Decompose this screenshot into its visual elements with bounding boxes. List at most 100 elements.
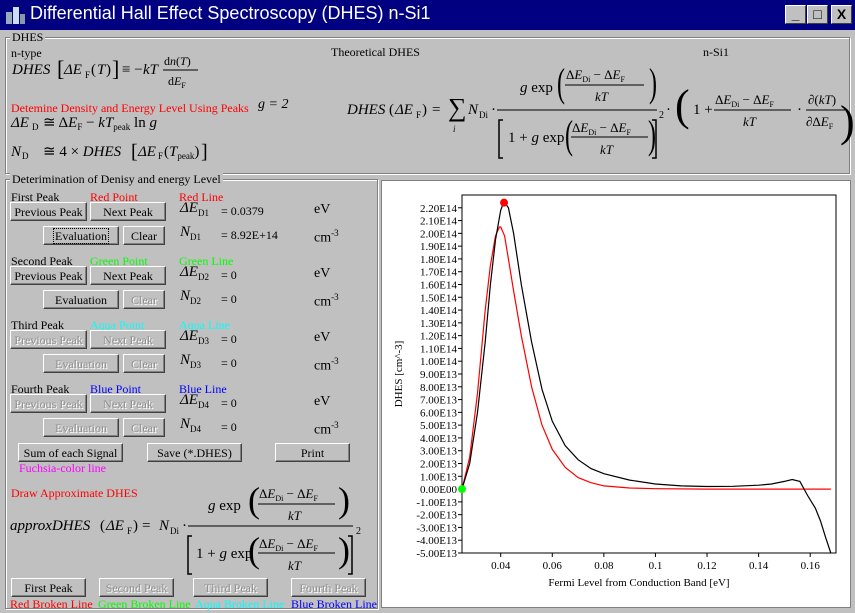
green-broken-line-label: Green Broken Line (98, 597, 191, 611)
y-tick-label: 1.40E14 (420, 305, 457, 317)
svg-text:N: N (10, 144, 22, 160)
svg-text:F: F (416, 110, 421, 120)
svg-text:=: = (432, 102, 440, 118)
evaluation-button[interactable]: Evaluation (43, 354, 119, 373)
svg-text:ΔE: ΔE (394, 102, 413, 118)
clear-button[interactable]: Clear (123, 418, 165, 437)
svg-text:ΔE: ΔE (10, 115, 29, 131)
y-tick-label: 1.20E14 (420, 331, 457, 343)
dhes-chart[interactable]: 2.20E142.10E142.00E141.90E141.80E141.70E… (382, 181, 850, 607)
dhes-group-legend: DHES (10, 30, 46, 45)
delta-e-value: = 0 (221, 268, 237, 282)
peak-point-label: Green Point (90, 254, 148, 268)
approx-third-peak-button[interactable]: Third Peak (193, 578, 268, 597)
svg-text:·: · (182, 518, 187, 534)
svg-text:ΔE: ΔE (137, 144, 156, 160)
next-peak-button[interactable]: Next Peak (90, 266, 166, 285)
peak-line-label: Red Line (179, 190, 224, 204)
svg-text:): ) (648, 114, 656, 158)
previous-peak-button[interactable]: Previous Peak (10, 202, 87, 221)
y-tick-label: 1.30E14 (420, 318, 457, 330)
y-tick-label: -4.00E13 (416, 535, 457, 547)
y-tick-label: 1.10E14 (420, 343, 457, 355)
delta-e-unit: eV (314, 330, 331, 345)
svg-text:ΔEDi − ΔEF: ΔEDi − ΔEF (259, 536, 318, 553)
window-title: Differential Hall Effect Spectroscopy (D… (30, 3, 431, 23)
next-peak-button[interactable]: Next Peak (90, 202, 166, 221)
x-tick-label: 0.04 (491, 560, 511, 572)
peak-point-label: Blue Point (90, 382, 142, 396)
sum-signals-button[interactable]: Sum of each Signal (18, 443, 123, 462)
minimize-button[interactable]: _ (785, 5, 806, 24)
svg-text:N: N (467, 102, 479, 118)
svg-text:≅ ΔEF − kTpeak ln g: ≅ ΔEF − kTpeak ln g (43, 115, 157, 132)
y-tick-label: 1.90E14 (420, 241, 457, 253)
approx-first-peak-button[interactable]: First Peak (11, 578, 86, 597)
svg-text:∂ΔEF: ∂ΔEF (806, 114, 834, 131)
y-tick-label: 1.50E14 (420, 292, 457, 304)
y-tick-label: 6.00E13 (420, 407, 457, 419)
y-axis-label: DHES [cm^-3] (393, 341, 405, 408)
svg-text:ΔEDi − ΔEF: ΔEDi − ΔEF (259, 486, 318, 503)
approx-fourth-peak-button[interactable]: Fourth Peak (291, 578, 366, 597)
svg-text:N: N (158, 518, 170, 534)
maximize-button[interactable]: □ (807, 5, 828, 24)
svg-text:(: ( (248, 480, 260, 520)
svg-text:∂(kT): ∂(kT) (808, 92, 836, 107)
svg-text:(Tpeak): (Tpeak) (164, 144, 199, 161)
evaluation-button[interactable]: Evaluation (43, 418, 119, 437)
svg-text:1 +: 1 + (693, 102, 713, 118)
delta-e-unit: eV (314, 202, 331, 217)
peak-line-label: Green Line (179, 254, 234, 268)
svg-text:(: ( (675, 81, 690, 130)
g-value: g = 2 (258, 97, 289, 112)
svg-text:DHES: DHES (346, 102, 386, 118)
svg-text:2: 2 (356, 526, 361, 537)
x-tick-label: 0.06 (543, 560, 563, 572)
next-peak-button[interactable]: Next Peak (90, 330, 166, 349)
approx-title: Draw Approximate DHES (11, 486, 138, 500)
save-button[interactable]: Save (*.DHES) (147, 443, 242, 462)
next-peak-button[interactable]: Next Peak (90, 394, 166, 413)
close-button[interactable]: X (831, 5, 852, 24)
print-button[interactable]: Print (275, 443, 350, 462)
y-tick-label: 9.00E13 (420, 369, 457, 381)
y-tick-label: 2.00E14 (420, 228, 457, 240)
svg-text:·: · (797, 102, 802, 118)
plot-frame (461, 194, 837, 554)
svg-text:=: = (142, 518, 150, 534)
delta-e-label: ΔED1 (180, 200, 209, 218)
density-value: = 0 (221, 420, 237, 434)
svg-text:): ) (106, 62, 111, 78)
delta-e-value: = 0.0379 (221, 204, 264, 218)
evaluation-button[interactable]: Evaluation (43, 290, 119, 309)
peak-point-label: Aqua Point (90, 318, 145, 332)
clear-button[interactable]: Clear (123, 226, 165, 245)
delta-e-label: ΔED3 (180, 328, 209, 346)
previous-peak-button[interactable]: Previous Peak (10, 266, 87, 285)
clear-button[interactable]: Clear (123, 354, 165, 373)
previous-peak-button[interactable]: Previous Peak (10, 330, 87, 349)
clear-button[interactable]: Clear (123, 290, 165, 309)
theoretical-formula: DHES (ΔE F) = ∑i N Di · g exp ( ΔEDi − ΔEF … (346, 62, 845, 159)
density-unit: cm-3 (314, 228, 339, 246)
y-tick-label: 1.00E14 (420, 356, 457, 368)
y-tick-label: 0.00E00 (420, 484, 457, 496)
svg-text:(: ( (389, 102, 394, 118)
approx-second-peak-button[interactable]: Second Peak (99, 578, 174, 597)
svg-text:): ) (422, 102, 427, 118)
svg-text:]: ] (201, 141, 208, 163)
evaluation-button[interactable]: Evaluation (43, 226, 119, 245)
previous-peak-button[interactable]: Previous Peak (10, 394, 87, 413)
svg-text:]: ] (112, 56, 119, 81)
density-unit: cm-3 (314, 420, 339, 438)
app-icon (6, 7, 25, 24)
minimize-icon: _ (791, 6, 800, 22)
series-line (461, 200, 832, 554)
y-tick-label: -3.00E13 (416, 522, 457, 534)
svg-text:(: ( (557, 62, 565, 106)
density-value: = 0 (221, 292, 237, 306)
x-tick-label: 0.14 (749, 560, 769, 572)
y-tick-label: 3.00E13 (420, 446, 457, 458)
peak-point-label: Red Point (90, 190, 138, 204)
